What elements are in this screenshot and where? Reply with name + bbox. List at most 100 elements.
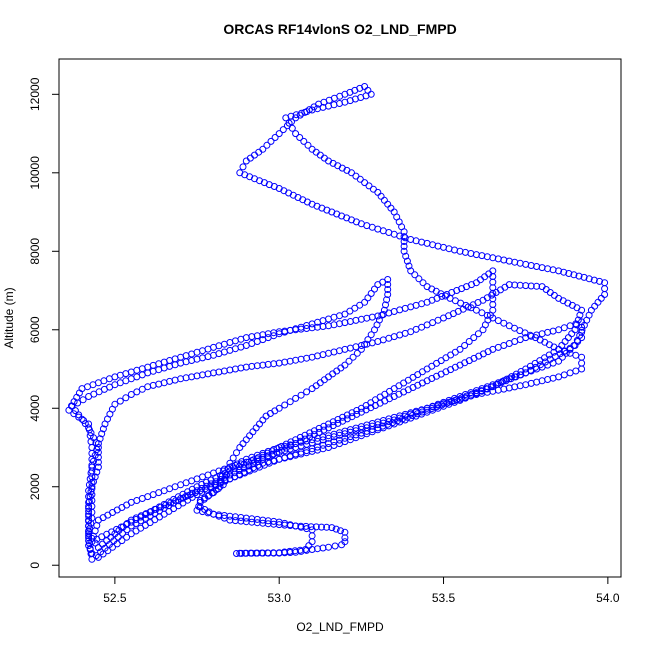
data-point (560, 324, 568, 332)
data-point (103, 537, 111, 545)
data-point (387, 204, 395, 212)
data-point (239, 440, 247, 448)
data-point (400, 228, 408, 236)
data-point (252, 424, 260, 432)
data-point (231, 365, 239, 373)
data-point (281, 358, 289, 366)
data-point (316, 379, 324, 387)
data-point (237, 514, 245, 521)
data-point (85, 530, 93, 538)
data-point (465, 338, 473, 345)
data-point (308, 385, 316, 393)
data-point (204, 370, 212, 378)
data-point (382, 301, 389, 309)
data-point (364, 294, 372, 302)
data-point (566, 369, 574, 377)
data-point (494, 255, 502, 263)
x-tick-label: 53.5 (432, 591, 456, 605)
data-point (601, 291, 609, 298)
data-point (107, 533, 115, 541)
data-point (489, 314, 497, 322)
data-point (233, 449, 240, 457)
data-point (182, 374, 190, 382)
data-point (138, 385, 146, 393)
chart-title: ORCAS RF14vlonS O2_LND_FMPD (223, 21, 456, 37)
data-point (242, 518, 250, 526)
data-point (256, 420, 263, 428)
data-point (566, 322, 574, 330)
x-tick-label: 53.0 (268, 591, 292, 605)
data-point (144, 383, 152, 391)
data-point (320, 376, 328, 384)
y-axis: 0 2000 4000 6000 8000 10000 12000 (28, 77, 60, 569)
data-point (341, 361, 349, 369)
data-point (591, 302, 599, 310)
data-point (474, 330, 482, 338)
data-point (597, 294, 605, 302)
data-point (263, 141, 271, 149)
data-point (88, 555, 96, 563)
data-point (377, 192, 385, 200)
data-point (380, 196, 388, 204)
data-point (236, 444, 244, 451)
data-point (86, 525, 94, 533)
data-point (472, 306, 480, 314)
data-point (195, 502, 203, 510)
data-point (383, 296, 391, 304)
data-point (367, 290, 375, 297)
y-tick-label: 2000 (28, 473, 42, 500)
data-point (233, 550, 240, 557)
data-point (384, 291, 392, 298)
data-point (601, 285, 609, 293)
data-point (255, 148, 263, 156)
data-point (304, 141, 312, 149)
data-point (116, 397, 124, 405)
data-point (97, 548, 105, 556)
data-point (75, 411, 83, 419)
data-point (555, 326, 563, 334)
data-point (99, 425, 107, 433)
data-point (286, 398, 294, 406)
data-point (371, 285, 378, 293)
data-point (500, 385, 508, 393)
data-point (196, 498, 204, 506)
data-point (374, 281, 382, 289)
data-point (489, 254, 497, 262)
data-point (546, 289, 554, 296)
data-point (329, 370, 337, 378)
data-point (364, 336, 372, 344)
data-point (292, 326, 300, 334)
data-point (560, 371, 568, 379)
data-point (302, 546, 309, 553)
data-point (226, 366, 234, 374)
data-point (123, 533, 131, 541)
data-point (286, 547, 294, 555)
data-point (229, 454, 237, 462)
data-point (86, 545, 94, 552)
data-point (384, 286, 392, 293)
data-point (281, 548, 288, 556)
x-axis: 52.5 53.0 53.5 54.0 (103, 576, 620, 605)
data-point (578, 353, 586, 361)
data-point (122, 394, 130, 402)
data-point (242, 157, 250, 165)
data-point (288, 124, 296, 132)
data-point (494, 386, 502, 394)
data-point (419, 279, 427, 287)
data-point (303, 354, 311, 362)
data-point (549, 266, 557, 274)
data-point (353, 349, 361, 357)
data-point (220, 367, 228, 375)
data-point (346, 307, 354, 315)
data-point (248, 333, 256, 341)
data-point (264, 360, 272, 368)
data-point (570, 271, 578, 279)
data-point (578, 359, 586, 367)
data-point (564, 334, 572, 342)
data-point (403, 257, 411, 265)
data-point (87, 519, 95, 527)
data-point (279, 126, 287, 134)
data-point (438, 401, 446, 409)
data-point (101, 420, 109, 428)
